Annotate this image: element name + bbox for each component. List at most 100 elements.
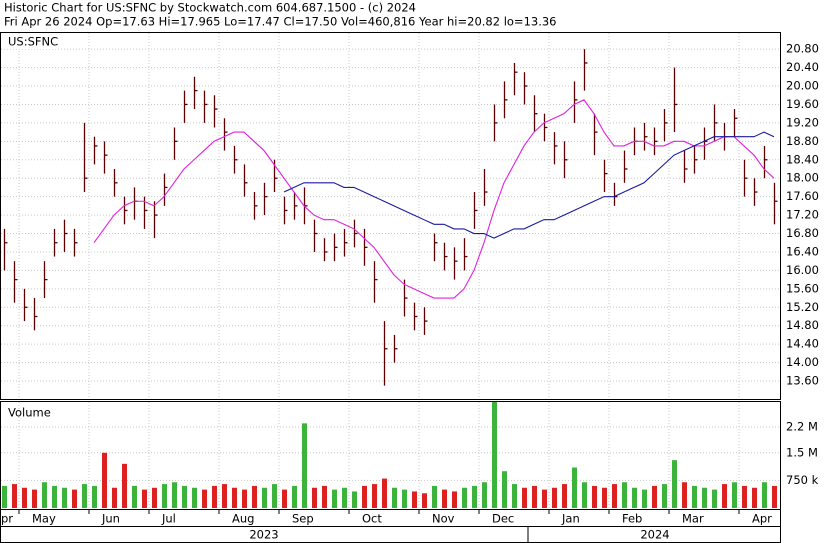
volume-bar [292,485,297,508]
volume-bar [82,484,87,508]
y-tick-label: 2.2 M [786,420,818,434]
x-tick-label: pr [1,512,13,526]
volume-bar [302,423,307,508]
volume-bar [482,482,487,508]
y-tick-label: 13.60 [786,374,819,388]
volume-bar [142,489,147,508]
year-label: 2024 [640,528,669,542]
y-tick-label: 16.40 [786,244,819,258]
volume-bar [602,487,607,508]
y-tick-label: 19.60 [786,97,819,111]
symbol-label: US:SFNC [8,35,58,49]
y-tick-label: 20.80 [786,42,819,56]
y-tick-label: 14.00 [786,355,819,369]
volume-bar [252,485,257,508]
volume-bar [732,482,737,508]
x-tick-label: Feb [622,512,642,526]
y-tick-label: 750 k [786,473,819,487]
volume-bar [232,487,237,508]
header-line: Fri Apr 26 2024 Op=17.63 Hi=17.965 Lo=17… [4,15,557,29]
volume-bar [42,482,47,508]
volume-bar [542,489,547,508]
moving-average [283,131,775,239]
volume-bar [72,489,77,508]
volume-bar [402,489,407,508]
price-panel [0,32,781,400]
volume-bar [582,482,587,508]
volume-bar [692,485,697,508]
volume-bar [312,487,317,508]
y-tick-label: 17.20 [786,208,819,222]
header-line: Historic Chart for US:SFNC by Stockwatch… [4,1,416,15]
year-label: 2023 [249,528,278,542]
volume-bar [32,489,37,508]
volume-bar [212,485,217,508]
x-tick-label: Oct [362,512,382,526]
x-tick-label: Sep [292,512,314,526]
volume-bar [772,485,777,508]
volume-bar [2,485,7,508]
volume-bar [682,482,687,508]
volume-bar [652,485,657,508]
volume-bar [432,485,437,508]
volume-bar [242,489,247,508]
volume-bar [182,485,187,508]
volume-bar [562,484,567,508]
moving-average [93,99,775,299]
volume-bar [342,487,347,508]
y-tick-label: 1.5 M [786,445,818,459]
volume-bar [262,487,267,508]
volume-bar [442,489,447,508]
y-tick-label: 17.60 [786,189,819,203]
volume-bar [222,484,227,508]
volume-bar [172,482,177,508]
volume-bar [412,491,417,508]
volume-bar [132,485,137,508]
volume-bar [332,489,337,508]
volume-bar [322,485,327,508]
y-tick-label: 19.20 [786,115,819,129]
y-tick-label: 16.80 [786,226,819,240]
volume-bar [592,485,597,508]
volume-bar [622,482,627,508]
volume-bar [12,484,17,508]
volume-bar [282,489,287,508]
volume-bar [712,489,717,508]
y-tick-label: 14.80 [786,318,819,332]
volume-bar [612,484,617,508]
volume-bar [192,487,197,508]
volume-bar [572,467,577,508]
volume-bar [152,487,157,508]
volume-bar [122,463,127,508]
volume-bar [762,482,767,508]
volume-bar [752,487,757,508]
x-tick-label: May [32,512,56,526]
volume-bar [502,471,507,508]
volume-bar [702,487,707,508]
volume-bar [92,485,97,508]
x-tick-label: Dec [492,512,514,526]
volume-bar [672,460,677,508]
y-tick-label: 18.00 [786,171,819,185]
volume-title: Volume [8,406,51,420]
volume-bar [382,478,387,508]
x-tick-label: Jul [161,512,176,526]
x-tick-label: Jan [561,512,580,526]
volume-bar [492,402,497,508]
volume-bar [52,485,57,508]
y-tick-label: 14.40 [786,337,819,351]
volume-bar [532,485,537,508]
y-tick-label: 15.60 [786,281,819,295]
x-tick-label: Aug [232,512,254,526]
volume-bar [22,487,27,508]
volume-bar [642,489,647,508]
volume-bar [392,487,397,508]
volume-bar [62,487,67,508]
y-tick-label: 18.40 [786,152,819,166]
volume-bar [742,485,747,508]
volume-bar [452,491,457,508]
y-tick-label: 18.80 [786,134,819,148]
volume-bar [522,487,527,508]
volume-bar [662,484,667,508]
